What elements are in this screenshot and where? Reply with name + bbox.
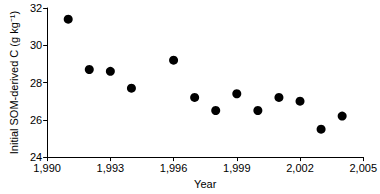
- svg-text:28: 28: [30, 77, 42, 89]
- svg-text:Initial SOM-derived C (g kg⁻¹): Initial SOM-derived C (g kg⁻¹): [8, 11, 20, 154]
- svg-text:26: 26: [30, 114, 42, 126]
- svg-text:24: 24: [29, 151, 43, 164]
- svg-text:Year: Year: [194, 178, 217, 190]
- svg-text:2,005: 2,005: [349, 162, 377, 174]
- svg-text:1,993: 1,993: [97, 162, 125, 174]
- svg-text:1,996: 1,996: [160, 162, 188, 174]
- svg-text:1,990: 1,990: [33, 162, 61, 174]
- svg-text:32: 32: [30, 2, 42, 14]
- svg-text:1,999: 1,999: [223, 162, 251, 174]
- svg-text:30: 30: [30, 39, 42, 51]
- svg-text:2,002: 2,002: [286, 162, 314, 174]
